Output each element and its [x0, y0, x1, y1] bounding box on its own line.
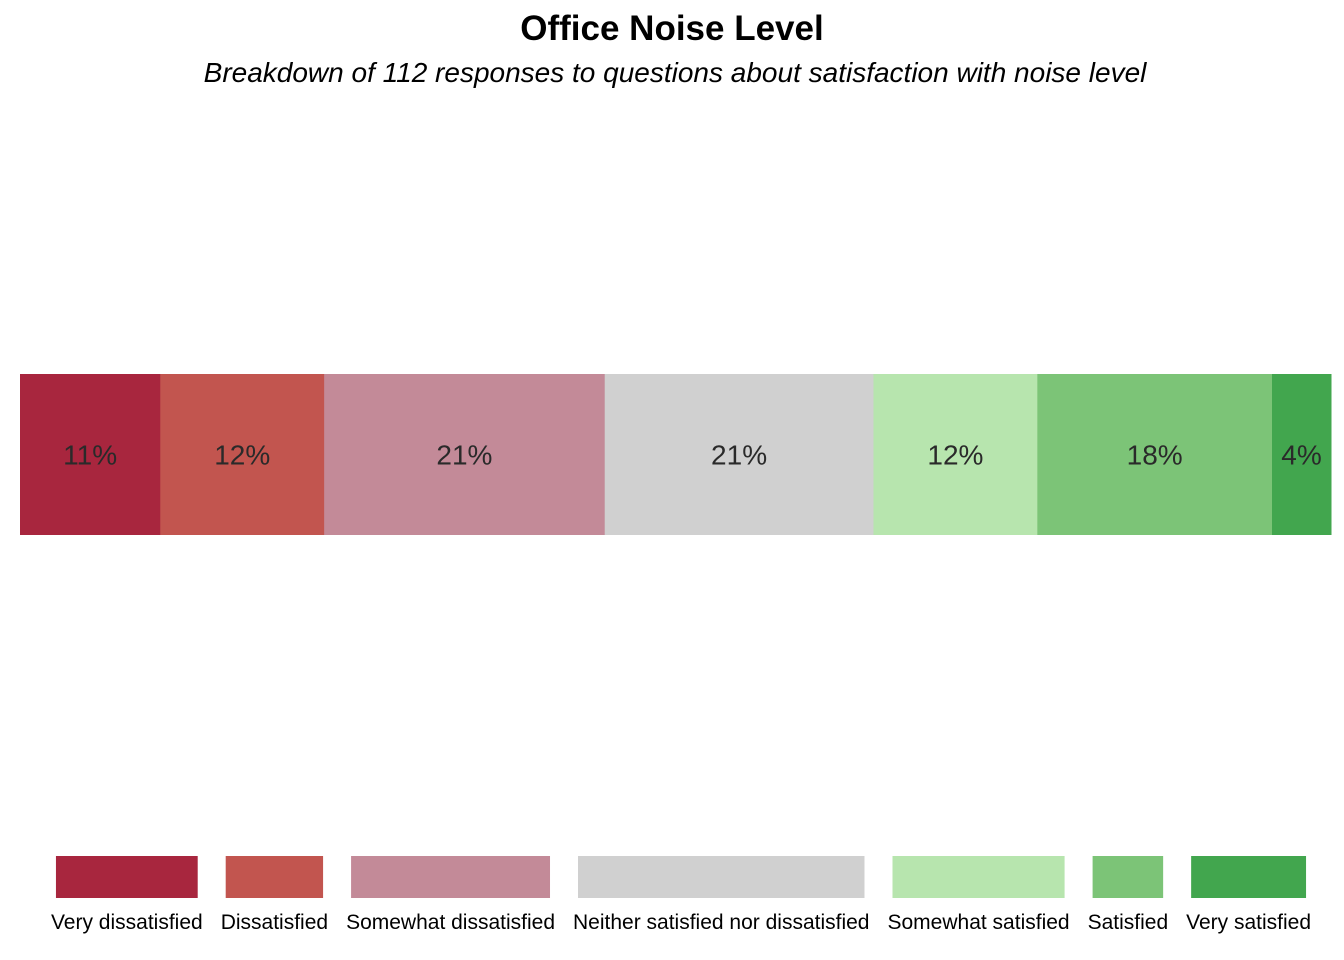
legend-label-dissatisfied: Dissatisfied [221, 911, 328, 934]
legend-key-very-dissatisfied [55, 856, 198, 898]
legend-key-somewhat-satisfied [892, 856, 1065, 898]
chart-subtitle: Breakdown of 112 responses to questions … [203, 57, 1147, 88]
data-label-very-dissatisfied: 11% [63, 440, 117, 471]
data-label-somewhat-dissatisfied: 21% [436, 440, 492, 471]
legend-label-very-satisfied: Very satisfied [1186, 911, 1311, 934]
legend-key-dissatisfied [225, 856, 324, 898]
bar-segment-very-dissatisfied [20, 374, 161, 535]
legend-key-very-satisfied [1191, 856, 1307, 898]
chart-title: Office Noise Level [520, 9, 824, 48]
legend-key-satisfied [1092, 856, 1164, 898]
bar-segment-somewhat-satisfied [873, 374, 1038, 535]
bar-segment-very-satisfied [1272, 374, 1332, 535]
legend-label-very-dissatisfied: Very dissatisfied [51, 911, 203, 934]
data-label-very-satisfied: 4% [1281, 440, 1321, 471]
legend-key-somewhat-dissatisfied [351, 856, 551, 898]
data-label-satisfied: 18% [1127, 440, 1183, 471]
bar-segment-satisfied [1037, 374, 1273, 535]
data-label-neither-satisfied-nor-dissatisfied: 21% [711, 440, 767, 471]
legend-label-somewhat-satisfied: Somewhat satisfied [888, 911, 1070, 934]
legend: Very dissatisfied Dissatisfied Somewhat di… [51, 856, 1311, 934]
stacked-bar: 11% 12% 21% 21% 12% 18% 4% [20, 374, 1332, 535]
data-label-somewhat-satisfied: 12% [927, 440, 983, 471]
legend-label-neither-satisfied-nor-dissatisfied: Neither satisfied nor dissatisfied [573, 911, 869, 934]
legend-label-satisfied: Satisfied [1088, 911, 1169, 934]
bar-segment-neither-satisfied-nor-dissatisfied [604, 374, 874, 535]
data-label-dissatisfied: 12% [214, 440, 270, 471]
bar-segment-dissatisfied [160, 374, 325, 535]
legend-key-neither-satisfied-nor-dissatisfied [578, 856, 865, 898]
legend-label-somewhat-dissatisfied: Somewhat dissatisfied [346, 911, 555, 934]
bar-segment-somewhat-dissatisfied [324, 374, 606, 535]
